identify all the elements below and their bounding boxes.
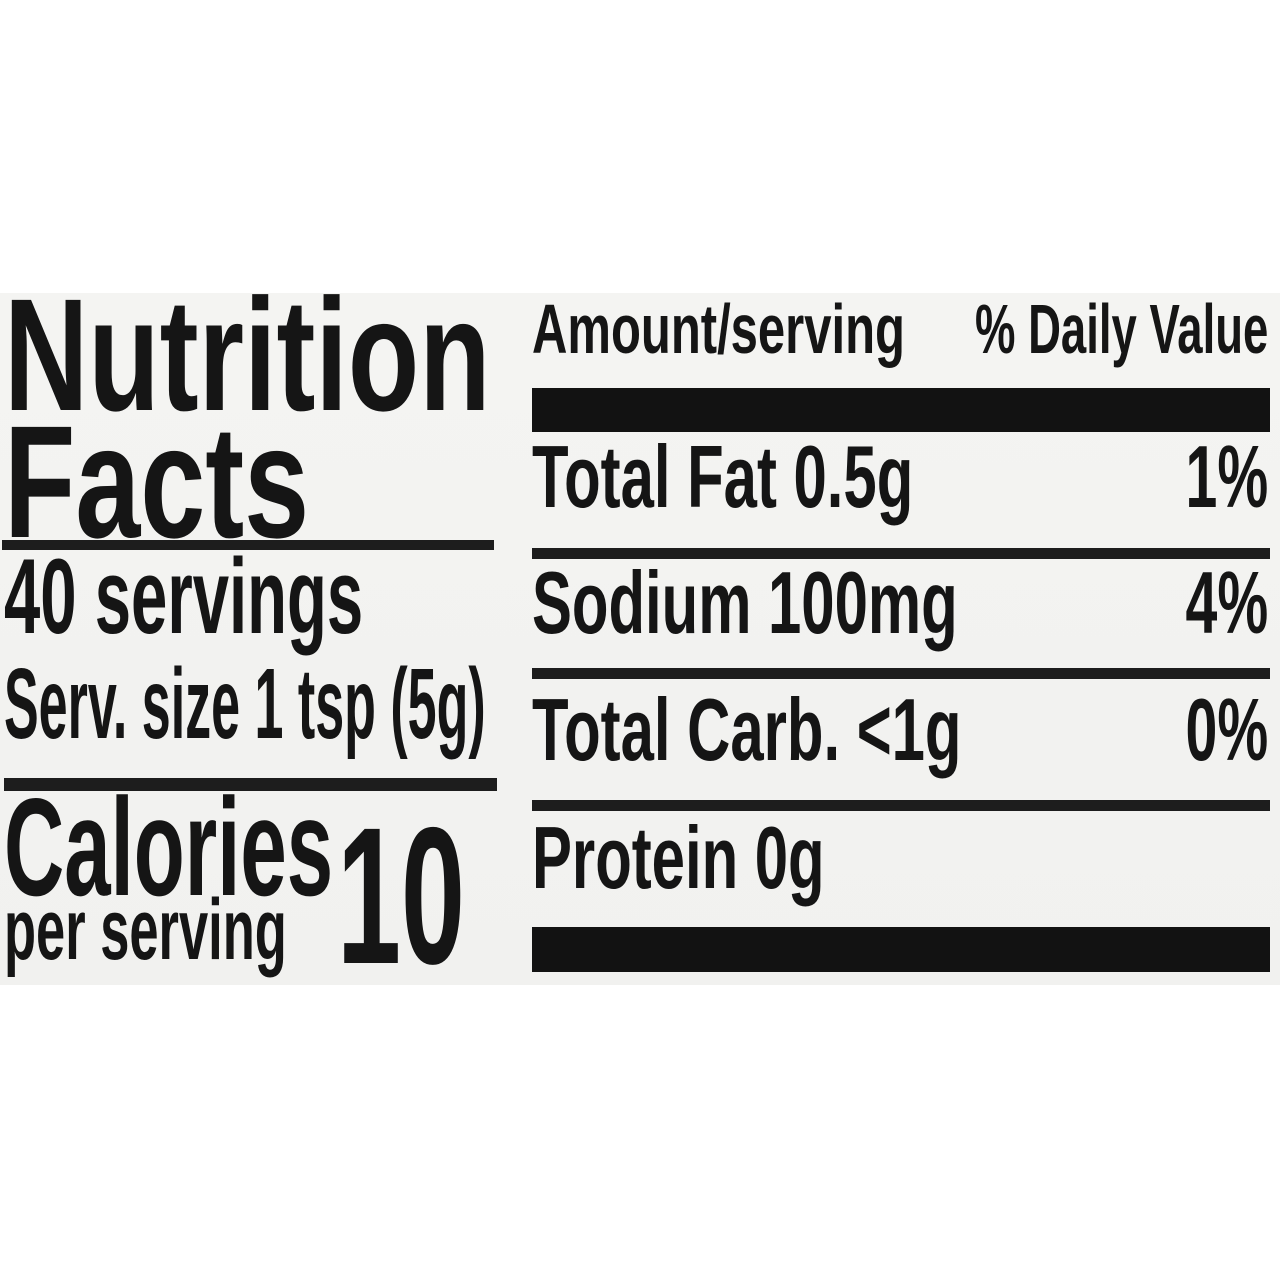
servings-count: 40 servings (4, 536, 364, 656)
calories-word: Calories (4, 770, 334, 925)
nutrient-dv-total-carb: 0% (1185, 680, 1268, 779)
row-divider-rule (532, 668, 1270, 679)
label-title-line2-text: Facts (4, 392, 310, 571)
nutrition-facts-label: Nutrition Facts 40 servings Serv. size 1… (0, 275, 1280, 994)
calories-subtext: per serving (4, 882, 287, 978)
label-title-line2: Facts (4, 402, 422, 562)
title-divider-rule (2, 540, 494, 550)
nutrient-name-sodium: Sodium 100mg (532, 553, 958, 652)
calories-value: 10 (337, 787, 465, 1005)
serving-size: Serv. size 1 tsp (5g) (4, 648, 486, 760)
nutrient-name-total-carb: Total Carb. <1g (532, 680, 962, 779)
label-title-line1-text: Nutrition (4, 265, 491, 444)
row-divider-rule (532, 548, 1270, 559)
row-divider-rule (532, 800, 1270, 811)
amount-per-serving-header: Amount/serving (532, 290, 905, 368)
nutrient-dv-sodium: 4% (1185, 553, 1268, 652)
daily-value-header: % Daily Value (974, 290, 1268, 368)
label-title-line1: Nutrition (4, 275, 670, 435)
serving-size-divider-rule (4, 778, 497, 791)
nutrient-name-total-fat: Total Fat 0.5g (532, 427, 914, 526)
header-separator-bar (532, 388, 1270, 432)
nutrient-dv-total-fat: 1% (1185, 427, 1268, 526)
footer-separator-bar (532, 927, 1270, 972)
nutrient-name-protein: Protein 0g (532, 808, 825, 907)
